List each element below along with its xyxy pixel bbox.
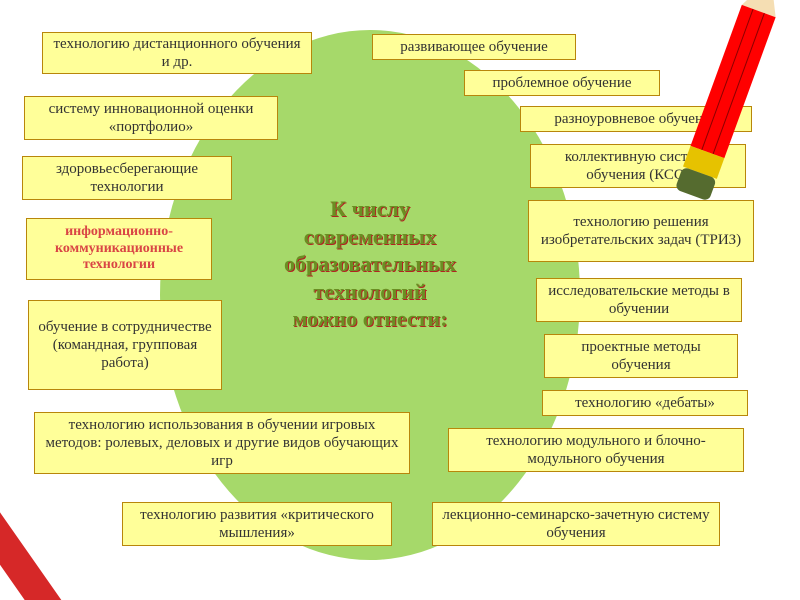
center-title-line: технологий xyxy=(250,278,490,306)
center-title-line: К числу xyxy=(250,195,490,223)
box-research: исследовательские методы в обучении xyxy=(536,278,742,322)
box-label: систему инновационной оценки «портфолио» xyxy=(33,100,269,136)
box-modular: технологию модульного и блочно-модульног… xyxy=(448,428,744,472)
center-title-line: современных xyxy=(250,223,490,251)
slide-canvas: К числусовременныхобразовательныхтехноло… xyxy=(0,0,800,600)
box-label: здоровьесберегающие технологии xyxy=(31,160,223,196)
box-label: технологию модульного и блочно-модульног… xyxy=(457,432,735,468)
center-title: К числусовременныхобразовательныхтехноло… xyxy=(250,195,490,333)
box-label: исследовательские методы в обучении xyxy=(545,282,733,318)
box-project: проектные методы обучения xyxy=(544,334,738,378)
box-label: технологию «дебаты» xyxy=(575,394,715,412)
box-collaboration: обучение в сотрудничестве (командная, гр… xyxy=(28,300,222,390)
box-games: технологию использования в обучении игро… xyxy=(34,412,410,474)
center-title-line: образовательных xyxy=(250,250,490,278)
box-label: технологию развития «критического мышлен… xyxy=(131,506,383,542)
box-label: информационно-коммуникационные технологи… xyxy=(35,224,203,274)
box-label: развивающее обучение xyxy=(400,38,548,56)
box-label: проблемное обучение xyxy=(492,74,631,92)
box-label: обучение в сотрудничестве (командная, гр… xyxy=(37,318,213,372)
box-ict: информационно-коммуникационные технологи… xyxy=(26,218,212,280)
box-health: здоровьесберегающие технологии xyxy=(22,156,232,200)
box-label: лекционно-семинарско-зачетную систему об… xyxy=(441,506,711,542)
box-label: технологию решения изобретательских зада… xyxy=(537,213,745,249)
box-label: технологию использования в обучении игро… xyxy=(43,416,401,470)
box-label: технологию дистанционного обучения и др. xyxy=(51,35,303,71)
box-debate: технологию «дебаты» xyxy=(542,390,748,416)
box-lecture: лекционно-семинарско-зачетную систему об… xyxy=(432,502,720,546)
box-portfolio: систему инновационной оценки «портфолио» xyxy=(24,96,278,140)
box-problem-learning: проблемное обучение xyxy=(464,70,660,96)
box-critical: технологию развития «критического мышлен… xyxy=(122,502,392,546)
box-triz: технологию решения изобретательских зада… xyxy=(528,200,754,262)
box-developing-learning: развивающее обучение xyxy=(372,34,576,60)
box-label: проектные методы обучения xyxy=(553,338,729,374)
center-title-line: можно отнести: xyxy=(250,305,490,333)
box-distance-learning: технологию дистанционного обучения и др. xyxy=(42,32,312,74)
